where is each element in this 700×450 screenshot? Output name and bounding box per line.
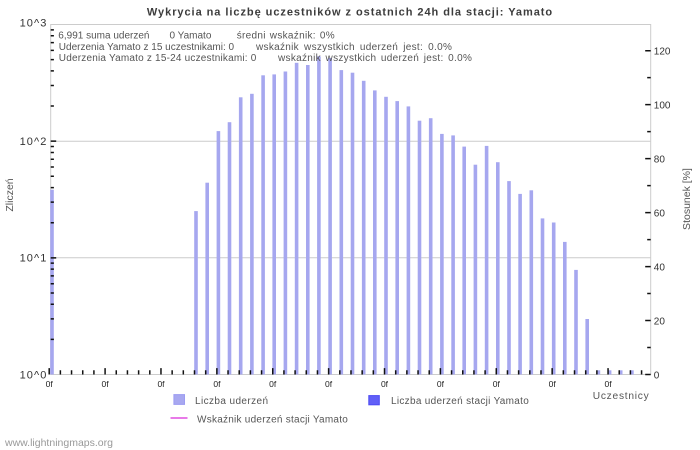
svg-text:0f: 0f	[46, 379, 54, 389]
svg-text:Wskaźnik uderzeń stacji Yamato: Wskaźnik uderzeń stacji Yamato	[197, 415, 348, 426]
svg-text:0f: 0f	[102, 379, 110, 389]
svg-text:wskaźnik wszystkich uderzeń je: wskaźnik wszystkich uderzeń jest: 0.0%	[255, 42, 452, 53]
svg-text:100: 100	[654, 101, 671, 112]
svg-text:Liczba uderzeń stacji Yamato: Liczba uderzeń stacji Yamato	[391, 396, 529, 407]
svg-text:Uczestnicy: Uczestnicy	[593, 391, 650, 402]
svg-text:Wykrycia na liczbę uczestników: Wykrycia na liczbę uczestników z ostatni…	[147, 7, 553, 19]
svg-text:10^2: 10^2	[20, 136, 48, 148]
svg-text:0f: 0f	[157, 379, 165, 389]
svg-text:60: 60	[654, 208, 666, 219]
svg-text:0 Yamato: 0 Yamato	[170, 30, 212, 41]
svg-text:www.lightningmaps.org: www.lightningmaps.org	[4, 437, 113, 449]
svg-text:10^3: 10^3	[20, 18, 48, 30]
svg-text:80: 80	[654, 154, 666, 165]
svg-text:10^1: 10^1	[20, 253, 48, 265]
svg-text:Zliczeń: Zliczeń	[4, 178, 16, 211]
svg-text:0f: 0f	[213, 379, 221, 389]
svg-text:wskaźnik wszystkich uderzeń je: wskaźnik wszystkich uderzeń jest: 0.0%	[277, 53, 472, 64]
svg-text:20: 20	[654, 316, 666, 327]
svg-text:Uderzenia Yamato z 15-24 uczes: Uderzenia Yamato z 15-24 uczestnikami: 0	[59, 53, 257, 64]
svg-text:Stosunek [%]: Stosunek [%]	[681, 168, 693, 230]
svg-text:0f: 0f	[549, 379, 557, 389]
svg-text:Liczba uderzeń: Liczba uderzeń	[195, 396, 268, 407]
svg-text:0f: 0f	[605, 379, 613, 389]
svg-text:0: 0	[654, 370, 660, 381]
svg-text:0f: 0f	[325, 379, 333, 389]
svg-text:0f: 0f	[269, 379, 277, 389]
svg-text:średni wskaźnik: 0%: średni wskaźnik: 0%	[237, 30, 335, 41]
svg-text:0f: 0f	[381, 379, 389, 389]
svg-text:0f: 0f	[437, 379, 445, 389]
svg-text:10^0: 10^0	[20, 369, 48, 381]
svg-text:6,991 suma uderzeń: 6,991 suma uderzeń	[58, 30, 149, 41]
svg-text:Uderzenia Yamato z 15 uczestni: Uderzenia Yamato z 15 uczestnikami: 0	[59, 42, 235, 53]
svg-text:0f: 0f	[493, 379, 501, 389]
svg-text:40: 40	[654, 262, 666, 273]
svg-text:120: 120	[654, 47, 671, 58]
